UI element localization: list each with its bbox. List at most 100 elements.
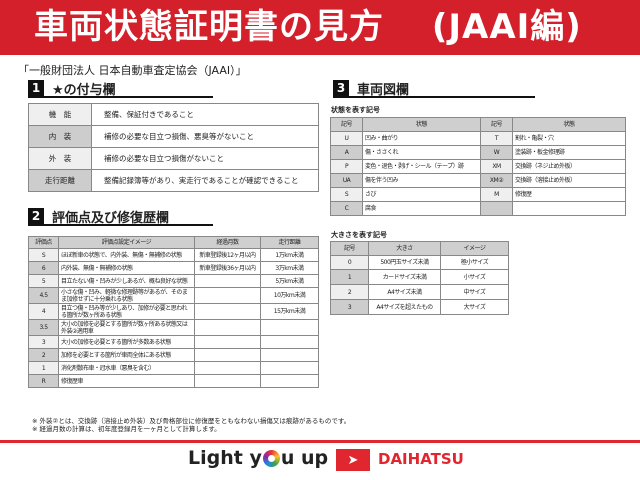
table-cell: 傷を伴う凹み xyxy=(362,173,481,188)
table-cell xyxy=(194,348,261,362)
row-text: 補修の必要な目立つ損傷がないこと xyxy=(91,147,319,170)
table-cell: 大小の加修を必要とする箇所が数ヶ所ある状態又は外装②適用車 xyxy=(58,319,195,336)
table-cell xyxy=(260,361,319,375)
note: ※ 経過月数の計算は、初年度登録月を一ヶ月として計算します。 xyxy=(32,425,221,433)
table-cell: 4.5 xyxy=(28,287,59,304)
table-cell: 新車登録後36ヶ月以内 xyxy=(194,261,261,275)
column-header: 評価点 xyxy=(28,236,59,249)
table-row: 内 装補修の必要な目立つ損傷、悪臭等がないこと xyxy=(28,125,319,148)
size-caption: 大きさを表す記号 xyxy=(331,231,387,239)
table-cell: 3.5 xyxy=(28,319,59,336)
table-cell xyxy=(480,201,513,216)
table-cell: A4サイズを超えたもの xyxy=(368,299,441,315)
row-text: 補修の必要な目立つ損傷、悪臭等がないこと xyxy=(91,125,319,148)
slogan-text: Light y xyxy=(188,447,262,469)
table-row: 2 加修を必要とする箇所が車両全体にある状態 xyxy=(28,348,319,362)
section-2-header: 2 評価点及び修復歴欄 xyxy=(28,208,213,226)
table-cell xyxy=(260,348,319,362)
page-title-banner: 車両状態証明書の見方 (JAAI編) xyxy=(0,0,640,55)
table-cell: 5 xyxy=(28,274,59,288)
table-cell: 消化剤散布車・冠水車（悪臭を含む） xyxy=(58,361,195,375)
table-cell xyxy=(260,319,319,336)
table-cell: 10万km未満 xyxy=(260,287,319,304)
table-cell: 小サイズ xyxy=(440,269,509,285)
column-header: 経過月数 xyxy=(194,236,261,249)
table-cell: 新車登録後12ヶ月以内 xyxy=(194,248,261,262)
table-cell: さび xyxy=(362,187,481,202)
table-cell: 交換跡（溶接止め外板） xyxy=(512,173,626,188)
table-cell: S xyxy=(330,187,363,202)
table-cell: 3 xyxy=(28,335,59,349)
table-cell: 6 xyxy=(28,261,59,275)
table-cell: 大サイズ xyxy=(440,299,509,315)
table-row: A 傷・ささくれ W 塗装跡・板金修理跡 xyxy=(330,145,626,160)
table-row: 0 500円玉サイズ未満 極小サイズ xyxy=(330,255,509,270)
table-cell: 0 xyxy=(330,255,369,270)
table-row: 4.5 小さな傷・凹み、軽微な修理跡等があるが、そのまま加修せずに十分乗れる状態 1… xyxy=(28,287,319,304)
table-cell: 大小の加修を必要とする箇所が多数ある状態 xyxy=(58,335,195,349)
table-row: 外 装補修の必要な目立つ損傷がないこと xyxy=(28,147,319,170)
table-cell: P xyxy=(330,159,363,174)
column-header: 記号 xyxy=(330,241,369,256)
column-header: 状態 xyxy=(512,117,626,132)
table-row: 3 A4サイズを超えたもの 大サイズ xyxy=(330,299,509,315)
table-cell: 2 xyxy=(330,284,369,300)
footer-divider xyxy=(0,440,640,443)
row-text: 整備記録簿等があり、実走行であることが確認できること xyxy=(91,169,319,192)
table-row: U 凹み・曲がり T 割れ・亀裂・穴 xyxy=(330,131,626,146)
table-cell: 割れ・亀裂・穴 xyxy=(512,131,626,146)
column-header: 評価点設定イメージ xyxy=(58,236,195,249)
table-cell: 500円玉サイズ未満 xyxy=(368,255,441,270)
table-row: 3.5 大小の加修を必要とする箇所が数ヶ所ある状態又は外装②適用車 xyxy=(28,319,319,336)
brand-name: DAIHATSU xyxy=(378,450,464,468)
section-title: ★の付与欄 xyxy=(52,82,116,98)
table-row: C 腐食 xyxy=(330,201,626,216)
table-cell: 1 xyxy=(28,361,59,375)
table-cell: 1 xyxy=(330,269,369,285)
table-cell xyxy=(260,335,319,349)
table-cell xyxy=(194,374,261,388)
table-row: S さび M 修復歴 xyxy=(330,187,626,202)
table-cell: 3万km未満 xyxy=(260,261,319,275)
daihatsu-logo-icon: ➤ xyxy=(336,449,370,471)
slogan-text: u up xyxy=(280,447,329,469)
table-cell: 1万km未満 xyxy=(260,248,319,262)
table-row: 2 A4サイズ未満 中サイズ xyxy=(330,284,509,300)
table-cell xyxy=(194,361,261,375)
table-row: P 変色・退色・剥げ・シール（テープ）跡 XM 交換跡（ネジ止め外板） xyxy=(330,159,626,174)
rainbow-ring-icon xyxy=(262,449,280,467)
table-row: 5 目立たない傷・凹みが少しあるが、概ね良好な状態 5万km未満 xyxy=(28,274,319,288)
section-1-header: 1 ★の付与欄 xyxy=(28,80,213,98)
table-row: R 修復歴車 xyxy=(28,374,319,388)
table-cell: A4サイズ未満 xyxy=(368,284,441,300)
table-cell xyxy=(194,335,261,349)
table-row: 4 目立つ傷・凹み等が少しあり、加修が必要と思われる箇所が数ヶ所ある状態 15万km… xyxy=(28,303,319,320)
star-criteria-table: 機 能整備、保証付きであること内 装補修の必要な目立つ損傷、悪臭等がないこと外 … xyxy=(28,103,319,192)
table-row: 1 カードサイズ未満 小サイズ xyxy=(330,269,509,285)
table-cell: XM② xyxy=(480,173,513,188)
column-header: 記号 xyxy=(330,117,363,132)
table-cell xyxy=(194,319,261,336)
table-cell: 5万km未満 xyxy=(260,274,319,288)
table-cell: S xyxy=(28,248,59,262)
state-caption: 状態を表す記号 xyxy=(331,106,380,114)
table-cell: 凹み・曲がり xyxy=(362,131,481,146)
table-cell: 2 xyxy=(28,348,59,362)
table-cell: 腐食 xyxy=(362,201,481,216)
table-cell: 傷・ささくれ xyxy=(362,145,481,160)
table-cell: 小さな傷・凹み、軽微な修理跡等があるが、そのまま加修せずに十分乗れる状態 xyxy=(58,287,195,304)
table-row: 機 能整備、保証付きであること xyxy=(28,103,319,126)
column-header: イメージ xyxy=(440,241,509,256)
table-cell xyxy=(260,374,319,388)
table-cell: T xyxy=(480,131,513,146)
table-row: S ほぼ新車の状態で、内外装、無傷・無補修の状態 新車登録後12ヶ月以内 1万km未満 xyxy=(28,248,319,262)
table-row: 3 大小の加修を必要とする箇所が多数ある状態 xyxy=(28,335,319,349)
column-header: 状態 xyxy=(362,117,481,132)
section-title: 評価点及び修復歴欄 xyxy=(52,210,170,226)
table-cell: 交換跡（ネジ止め外板） xyxy=(512,159,626,174)
table-cell: 15万km未満 xyxy=(260,303,319,320)
table-cell: R xyxy=(28,374,59,388)
section-number: 1 xyxy=(28,80,44,96)
table-cell: 修復歴 xyxy=(512,187,626,202)
state-symbol-table: 記号 状態 記号 状態 U 凹み・曲がり T 割れ・亀裂・穴 A 傷・ささくれ W 塗装跡・板金修理跡… xyxy=(330,117,626,216)
